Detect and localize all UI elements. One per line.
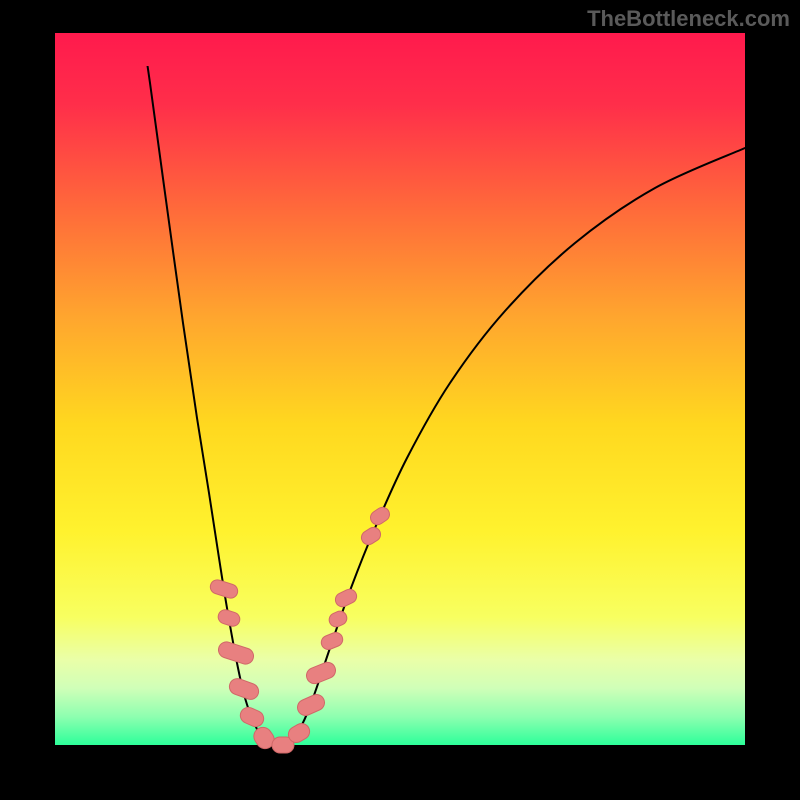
bottleneck-chart-container: TheBottleneck.com — [0, 0, 800, 800]
attribution-text: TheBottleneck.com — [587, 6, 790, 32]
bottleneck-chart-svg — [0, 0, 800, 800]
